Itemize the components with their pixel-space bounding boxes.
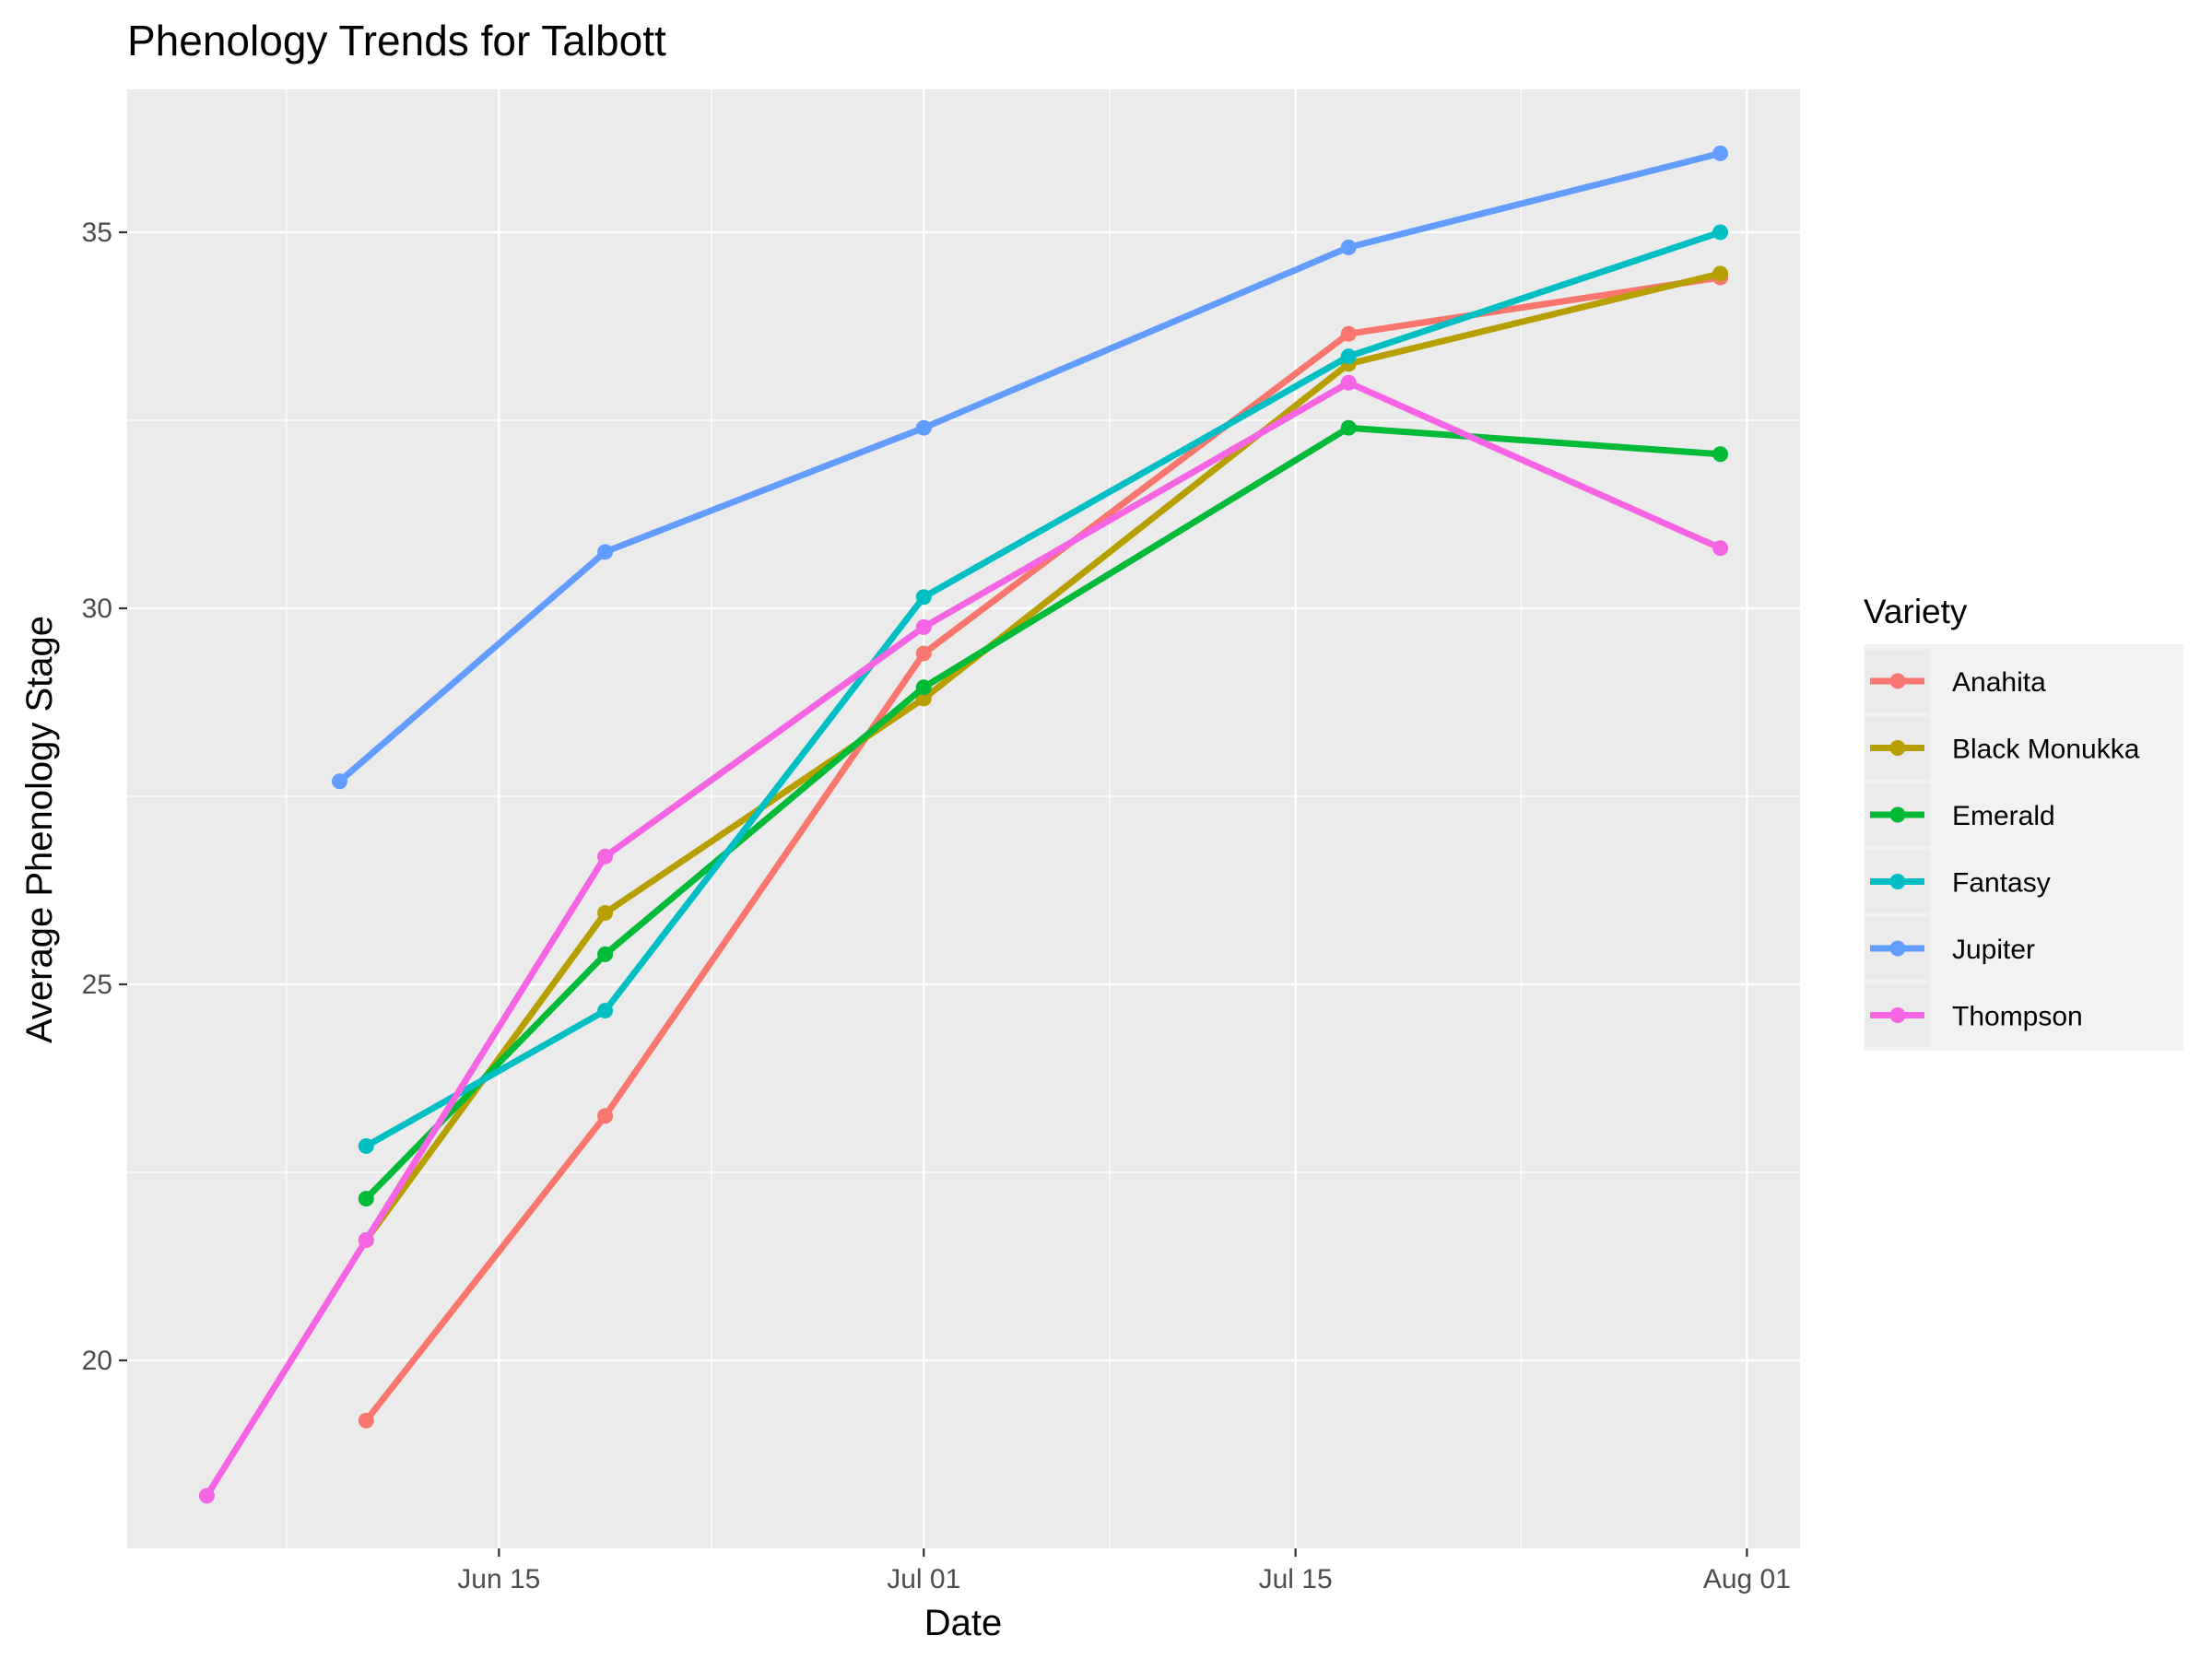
series-line-thompson [204, 379, 1723, 1498]
y-axis: 20 25 30 35 [82, 218, 127, 1376]
series-jupiter [331, 145, 1729, 790]
data-point-thompson [915, 618, 932, 635]
series-fantasy [358, 224, 1729, 1154]
legend-item-thompson: Thompson [1865, 983, 2083, 1047]
legend-item-fantasy: Fantasy [1865, 850, 2051, 913]
x-tick-label: Jun 15 [457, 1564, 540, 1594]
data-point-thompson [1712, 540, 1729, 557]
data-point-fantasy [597, 1003, 614, 1019]
legend-item-black-monukka: Black Monukka [1865, 716, 2140, 780]
data-point-jupiter [331, 773, 347, 790]
y-tick-label: 20 [82, 1346, 112, 1376]
series-layer [198, 145, 1729, 1504]
legend-key-point [1889, 740, 1906, 756]
data-point-anahita [358, 1412, 374, 1429]
legend-key-point [1889, 806, 1906, 823]
data-point-fantasy [915, 589, 932, 606]
x-tick-label: Jul 01 [887, 1564, 960, 1594]
data-point-anahita [597, 1108, 614, 1124]
x-tick-label: Aug 01 [1703, 1564, 1791, 1594]
data-point-anahita [915, 645, 932, 662]
legend-item-jupiter: Jupiter [1865, 917, 2035, 980]
data-point-thompson [198, 1488, 215, 1504]
legend-key-point [1889, 1007, 1906, 1023]
data-point-thompson [1340, 374, 1357, 391]
data-point-emerald [1340, 419, 1357, 436]
legend-label-emerald: Emerald [1952, 801, 2055, 831]
data-point-thompson [358, 1231, 374, 1248]
legend-key-point [1889, 874, 1906, 889]
legend-key-point [1889, 940, 1906, 957]
legend-items: Anahita Black Monukka Emerald Fantasy Jupite… [1864, 644, 2183, 1051]
data-point-fantasy [358, 1137, 374, 1154]
legend-title: Variety [1864, 593, 1968, 630]
data-point-jupiter [1712, 145, 1729, 161]
chart-title: Phenology Trends for Talbott [127, 17, 666, 65]
x-axis: Jun 15 Jul 01 Jul 15 Aug 01 [457, 1548, 1791, 1594]
legend-item-emerald: Emerald [1865, 783, 2055, 846]
plot-panel [127, 89, 1800, 1548]
y-tick-label: 30 [82, 594, 112, 624]
data-point-jupiter [597, 544, 614, 560]
data-point-emerald [915, 679, 932, 696]
legend-label-black-monukka: Black Monukka [1952, 735, 2140, 765]
legend-item-anahita: Anahita [1865, 650, 2046, 712]
legend-label-thompson: Thompson [1952, 1002, 2083, 1032]
data-point-emerald [597, 946, 614, 962]
data-point-jupiter [915, 419, 932, 436]
legend-label-jupiter: Jupiter [1952, 935, 2035, 965]
legend: Variety Anahita Black Monukka Emerald Fanta… [1864, 593, 2183, 1051]
data-point-black-monukka [1712, 265, 1729, 282]
y-axis-title: Average Phenology Stage [19, 616, 60, 1043]
data-point-anahita [1340, 325, 1357, 342]
data-point-thompson [597, 848, 614, 865]
x-tick-label: Jul 15 [1259, 1564, 1333, 1594]
y-tick-label: 35 [82, 218, 112, 248]
legend-label-fantasy: Fantasy [1952, 868, 2051, 899]
series-thompson [198, 374, 1729, 1504]
data-point-black-monukka [597, 904, 614, 921]
data-point-fantasy [1712, 224, 1729, 241]
legend-key-point [1889, 673, 1906, 689]
legend-label-anahita: Anahita [1952, 667, 2046, 698]
data-point-fantasy [1340, 348, 1357, 365]
x-axis-title: Date [924, 1603, 1003, 1643]
major-gridlines [127, 89, 1800, 1548]
y-tick-label: 25 [82, 970, 112, 1000]
data-point-jupiter [1340, 239, 1357, 255]
data-point-emerald [1712, 446, 1729, 463]
data-point-emerald [358, 1191, 374, 1207]
